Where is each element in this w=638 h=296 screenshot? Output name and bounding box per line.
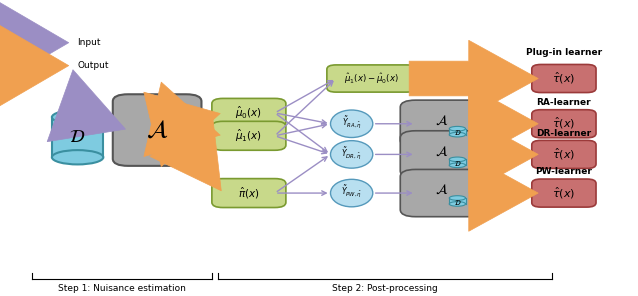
Polygon shape [52,117,103,157]
FancyBboxPatch shape [532,140,596,168]
FancyBboxPatch shape [532,65,596,93]
Text: $\hat{\tau}(x)$: $\hat{\tau}(x)$ [553,116,575,131]
Text: $\tilde{Y}_{RA,\hat{\eta}}$: $\tilde{Y}_{RA,\hat{\eta}}$ [341,115,362,130]
Ellipse shape [330,179,373,207]
Polygon shape [449,129,466,135]
Text: $\tilde{Y}_{DR,\hat{\eta}}$: $\tilde{Y}_{DR,\hat{\eta}}$ [341,145,362,161]
Text: $\hat{\tau}(x)$: $\hat{\tau}(x)$ [553,71,575,86]
Ellipse shape [449,126,466,131]
Text: $\mathcal{A}$: $\mathcal{A}$ [146,119,168,141]
Text: $\mathcal{A}$: $\mathcal{A}$ [435,144,449,159]
Text: $\mathcal{A}$: $\mathcal{A}$ [435,114,449,128]
Text: $\hat{\pi}(x)$: $\hat{\pi}(x)$ [238,185,260,201]
Text: $\mathcal{A}$: $\mathcal{A}$ [435,183,449,197]
FancyBboxPatch shape [532,110,596,138]
Text: $\tilde{Y}_{PW,\hat{\eta}}$: $\tilde{Y}_{PW,\hat{\eta}}$ [341,184,362,200]
Ellipse shape [449,163,466,168]
FancyBboxPatch shape [327,65,415,92]
FancyBboxPatch shape [113,94,202,166]
Text: Step 2: Post-processing: Step 2: Post-processing [332,284,438,293]
Text: DR-learner: DR-learner [537,128,591,138]
Ellipse shape [449,132,466,137]
Text: Step 1: Nuisance estimation: Step 1: Nuisance estimation [58,284,186,293]
Ellipse shape [449,157,466,162]
Polygon shape [449,198,466,204]
FancyBboxPatch shape [212,98,286,127]
Text: $\mathcal{D}$: $\mathcal{D}$ [454,159,461,168]
Text: RA-learner: RA-learner [537,98,591,107]
FancyBboxPatch shape [400,131,489,178]
Ellipse shape [52,110,103,124]
Text: Input: Input [78,38,101,47]
FancyBboxPatch shape [400,100,489,147]
Text: $\hat{\mu}_1(x)-\hat{\mu}_0(x)$: $\hat{\mu}_1(x)-\hat{\mu}_0(x)$ [344,71,399,86]
Ellipse shape [52,150,103,165]
Text: $\hat{\mu}_0(x)$: $\hat{\mu}_0(x)$ [235,105,262,121]
Text: $\mathcal{D}$: $\mathcal{D}$ [454,128,461,137]
FancyBboxPatch shape [400,169,489,217]
Text: $\mathcal{D}$: $\mathcal{D}$ [454,198,461,207]
Text: PW-learner: PW-learner [535,167,592,176]
Ellipse shape [330,110,373,138]
Ellipse shape [449,196,466,200]
Text: Plug-in learner: Plug-in learner [526,48,602,57]
Ellipse shape [449,202,466,206]
Text: $\hat{\tau}(x)$: $\hat{\tau}(x)$ [553,147,575,162]
Ellipse shape [330,141,373,168]
Text: Output: Output [78,61,109,70]
Text: $\mathcal{D}$: $\mathcal{D}$ [70,128,85,146]
Text: $\hat{\tau}(x)$: $\hat{\tau}(x)$ [553,185,575,201]
Polygon shape [449,159,466,165]
FancyBboxPatch shape [532,179,596,207]
FancyBboxPatch shape [212,178,286,207]
Text: $\hat{\mu}_1(x)$: $\hat{\mu}_1(x)$ [235,128,262,144]
FancyBboxPatch shape [212,121,286,150]
